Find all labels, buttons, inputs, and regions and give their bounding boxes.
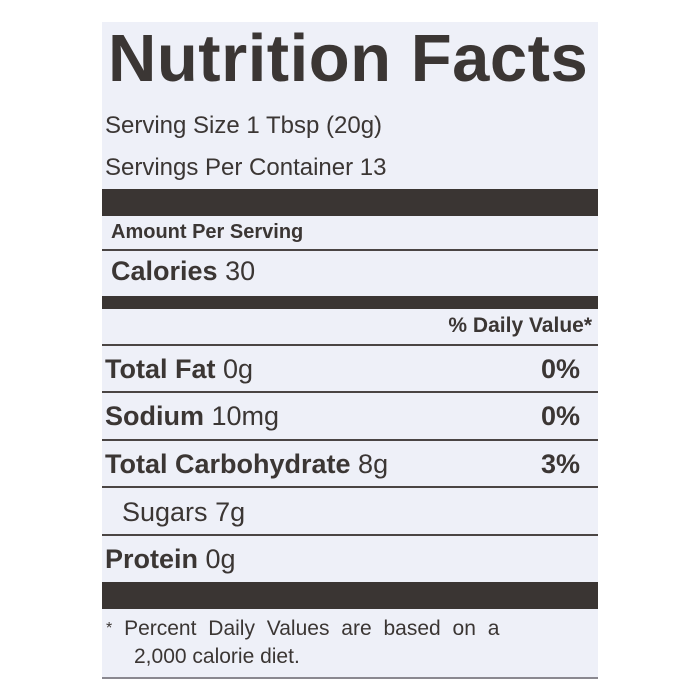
footnote-line-2: 2,000 calorie diet.	[134, 645, 300, 668]
nutrient-row-total-fat: Total Fat 0g 0%	[105, 349, 580, 389]
nutrient-dv: 3%	[540, 448, 580, 479]
nutrient-row-sugars: Sugars 7g	[122, 492, 580, 532]
divider	[102, 486, 598, 488]
divider	[102, 439, 598, 441]
nutrient-row-total-carbohydrate: Total Carbohydrate 8g 3%	[105, 444, 580, 484]
serving-size: Serving Size 1 Tbsp (20g)	[105, 112, 383, 139]
divider	[102, 534, 598, 536]
nutrient-label: Total Fat	[105, 353, 216, 384]
calories-value: 30	[225, 256, 256, 286]
nutrient-label: Protein	[105, 543, 199, 574]
nutrient-amount: 7g	[215, 496, 246, 527]
nutrient-label: Sugars	[122, 496, 208, 527]
footnote-star: *	[106, 620, 113, 637]
divider	[102, 344, 598, 346]
footnote-line-1: Percent Daily Values are based on a	[124, 617, 500, 640]
nutrient-label: Total Carbohydrate	[105, 448, 351, 479]
calories-row: Calories 30	[111, 256, 598, 287]
daily-value-header: % Daily Value*	[448, 314, 592, 337]
nutrition-facts-panel: Nutrition Facts Serving Size 1 Tbsp (20g…	[102, 22, 598, 679]
amount-per-serving: Amount Per Serving	[111, 221, 304, 243]
footnote: * Percent Daily Values are based on a 2,…	[106, 615, 598, 671]
nutrient-dv: 0%	[540, 353, 580, 384]
divider	[102, 391, 598, 393]
nutrient-amount: 0g	[205, 543, 236, 574]
nutrient-dv: 0%	[540, 400, 580, 431]
nutrient-row-protein: Protein 0g	[105, 539, 580, 579]
nutrient-label: Sodium	[105, 400, 204, 431]
nutrient-amount: 10mg	[211, 400, 280, 431]
thick-divider	[102, 189, 598, 216]
medium-divider	[102, 296, 598, 309]
thick-divider	[102, 582, 598, 609]
servings-per-container: Servings Per Container 13	[105, 154, 387, 181]
nutrition-title: Nutrition Facts	[108, 21, 589, 96]
divider	[102, 249, 598, 251]
nutrient-amount: 8g	[358, 448, 389, 479]
nutrient-amount: 0g	[223, 353, 254, 384]
nutrient-row-sodium: Sodium 10mg 0%	[105, 396, 580, 436]
calories-label: Calories	[111, 256, 218, 286]
